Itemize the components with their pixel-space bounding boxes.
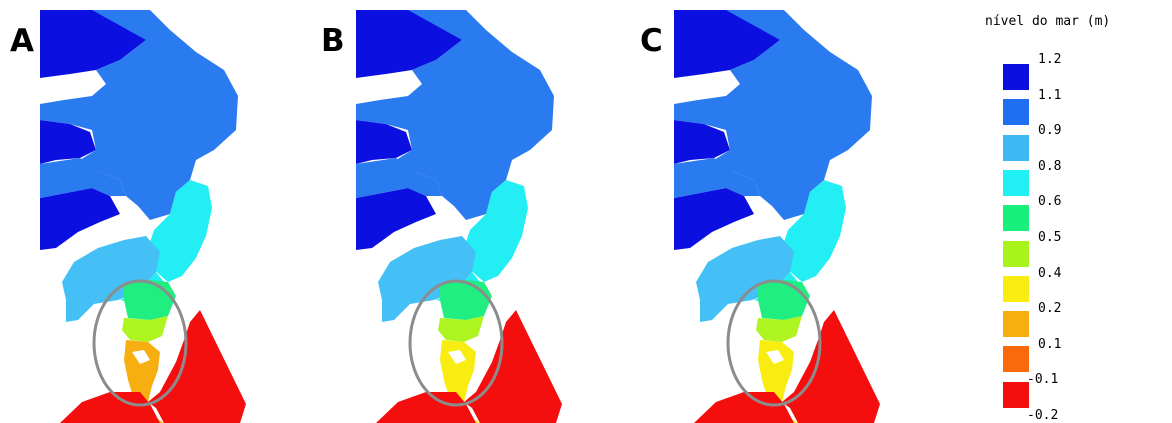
- panel-letter: B: [321, 23, 345, 59]
- upper-channel: [782, 180, 846, 282]
- legend-label: 0.8: [1038, 158, 1062, 174]
- ocean-wedge: [464, 310, 562, 423]
- bay-water: [356, 10, 554, 220]
- upper-channel: [148, 180, 212, 282]
- deep-water-inlet: [40, 188, 120, 250]
- legend-label: -0.1: [1027, 372, 1059, 388]
- channel-islet: [766, 350, 784, 364]
- legend-swatch: [1003, 381, 1029, 408]
- bay-arm: [40, 158, 126, 198]
- legend-swatch: [1003, 346, 1029, 373]
- highlight-ellipse: [726, 279, 822, 407]
- lower-channel: [758, 340, 798, 423]
- map-panel-a: A: [0, 0, 300, 423]
- deep-water-region: [40, 10, 148, 78]
- left-lagoon: [62, 236, 160, 322]
- green-zone: [440, 280, 492, 320]
- lime-zone: [122, 316, 168, 342]
- deep-water-channel: [356, 120, 412, 164]
- deep-water-region: [674, 10, 782, 78]
- bay-water: [674, 10, 872, 220]
- legend-swatch: [1003, 205, 1029, 232]
- highlight-ellipse: [408, 279, 504, 407]
- ocean-wedge: [782, 310, 880, 423]
- lower-channel: [124, 340, 164, 423]
- legend-label: 0.2: [1038, 301, 1062, 317]
- sea-level-map: [674, 10, 880, 423]
- deep-water-region: [356, 10, 464, 78]
- highlight-ellipse: [92, 279, 188, 407]
- bay-arm: [356, 158, 442, 198]
- legend-label: 0.6: [1038, 194, 1062, 210]
- deep-water-inlet: [356, 188, 436, 250]
- legend-label: 1.2: [1038, 52, 1062, 67]
- legend-swatch: [1003, 311, 1029, 338]
- legend-label: 0.4: [1038, 265, 1062, 281]
- map-panel-c: C: [634, 0, 934, 423]
- legend-swatch: [1003, 134, 1029, 161]
- legend-title: nível do mar (m): [985, 14, 1111, 29]
- panel-letter: A: [10, 23, 34, 59]
- sea-level-map: [356, 10, 562, 423]
- left-lagoon: [378, 236, 476, 322]
- legend-swatch: [1003, 275, 1029, 302]
- legend-label: 0.5: [1038, 230, 1062, 245]
- legend-swatch: [1003, 169, 1029, 196]
- green-zone: [124, 280, 176, 320]
- deep-water-inlet: [674, 188, 754, 250]
- upper-channel: [464, 180, 528, 282]
- lime-zone: [438, 316, 484, 342]
- left-lagoon: [696, 236, 794, 322]
- legend-swatch: [1003, 240, 1029, 267]
- ocean-south: [376, 392, 476, 423]
- ocean-wedge: [148, 310, 246, 423]
- sea-level-map: [40, 10, 246, 423]
- ocean-south: [694, 392, 794, 423]
- panel-letter: C: [640, 23, 663, 59]
- legend-label: 0.1: [1038, 336, 1062, 352]
- map-panel-b: B: [316, 0, 616, 423]
- legend-label: 1.1: [1038, 87, 1062, 103]
- legend: nível do mar (m) 1.2 1.1 0.9 0.8 0.6 0.5 0.4 0.…: [985, 0, 1172, 423]
- legend-swatch: [1003, 99, 1029, 126]
- bay-water: [40, 10, 238, 220]
- channel-islet: [448, 350, 466, 364]
- lime-zone: [756, 316, 802, 342]
- legend-swatch: [1003, 64, 1029, 90]
- legend-label: -0.2: [1027, 408, 1059, 423]
- deep-water-channel: [40, 120, 96, 164]
- lower-channel: [440, 340, 480, 423]
- bay-arm: [674, 158, 760, 198]
- channel-islet: [132, 350, 150, 364]
- ocean-south: [60, 392, 160, 423]
- deep-water-channel: [674, 120, 730, 164]
- green-zone: [758, 280, 810, 320]
- legend-label: 0.9: [1038, 123, 1062, 139]
